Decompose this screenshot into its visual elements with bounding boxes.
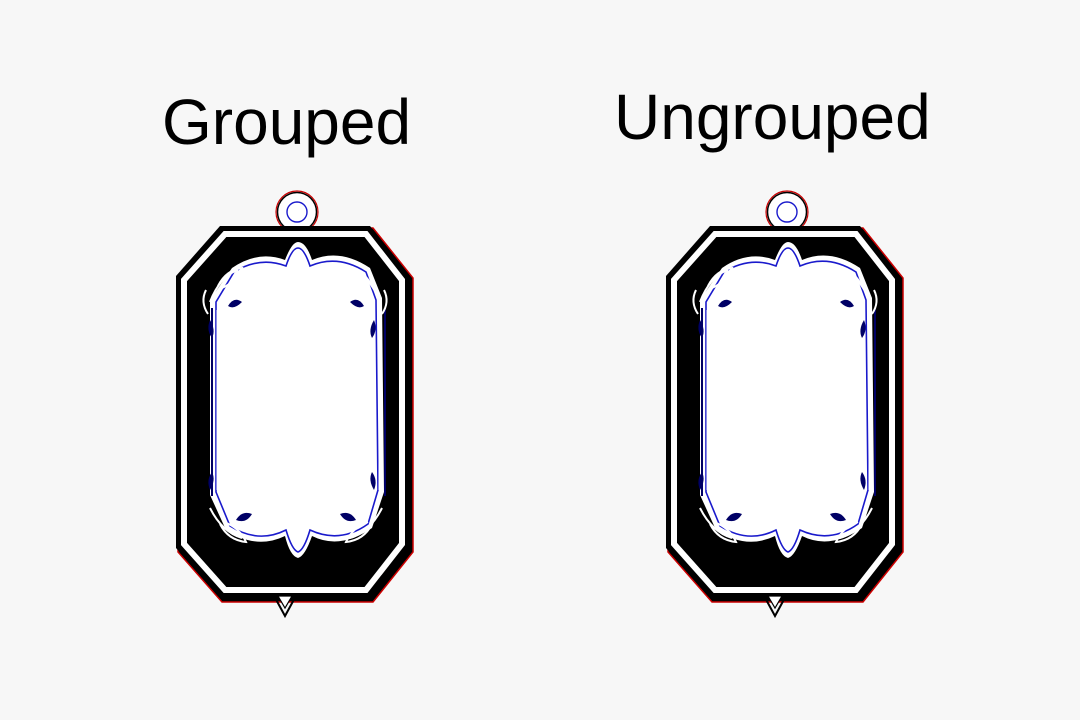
grouped-frame-icon xyxy=(170,190,420,620)
bottom-tip-icon xyxy=(271,593,299,619)
frame-white-ring xyxy=(671,231,895,593)
leaf-ornament-top-right xyxy=(836,266,878,315)
ornate-window xyxy=(700,242,876,558)
frame-white-ring xyxy=(181,231,405,593)
leaf-ornament-bottom-right xyxy=(815,507,873,544)
ungrouped-label: Ungrouped xyxy=(614,81,931,153)
bottom-tip-icon xyxy=(761,593,789,619)
ungrouped-frame-icon xyxy=(660,190,910,620)
leaf-ornament-bottom-right xyxy=(325,507,383,544)
ornate-window xyxy=(210,242,386,558)
leaf-ornament-top-right xyxy=(346,266,388,315)
leaf-ornament-top-left xyxy=(692,266,734,315)
leaf-ornament-top-left xyxy=(202,266,244,315)
hanging-loop-icon xyxy=(275,190,319,234)
leaf-ornament-bottom-left xyxy=(699,507,757,544)
leaf-ornament-bottom-left xyxy=(209,507,267,544)
grouped-label: Grouped xyxy=(162,86,412,158)
